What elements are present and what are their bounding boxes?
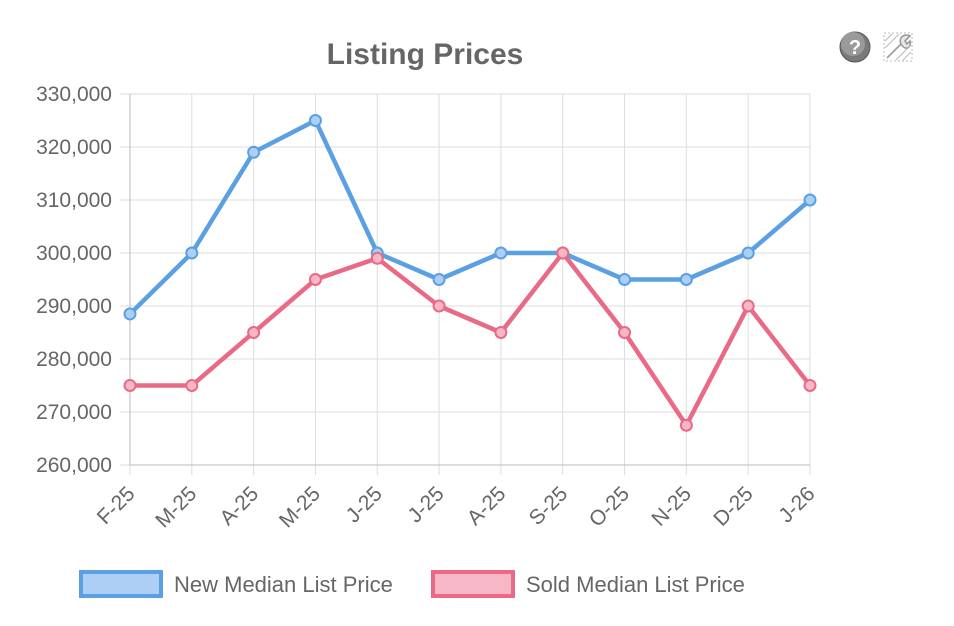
x-tick-label: O-25 [585, 482, 634, 531]
data-point[interactable] [185, 246, 199, 260]
x-tick-label: N-25 [647, 482, 695, 530]
y-tick-label: 260,000 [36, 454, 112, 477]
data-point[interactable] [432, 273, 446, 286]
legend-label: Sold Median List Price [526, 572, 745, 597]
help-icon[interactable]: ? [839, 31, 871, 63]
data-point[interactable] [247, 326, 261, 339]
series-2 [123, 246, 817, 432]
data-point[interactable] [494, 246, 508, 260]
svg-text:?: ? [849, 37, 861, 59]
legend: New Median List Price Sold Median List Pr… [79, 570, 745, 598]
data-point[interactable] [803, 379, 817, 392]
data-point[interactable] [741, 299, 755, 313]
grid [120, 93, 811, 475]
data-point[interactable] [308, 114, 322, 127]
y-axis-ticks: 260,000 270,000 280,000 290,000 300,000 310,0… [36, 83, 112, 477]
data-point[interactable] [618, 273, 632, 286]
data-point[interactable] [741, 246, 755, 260]
data-point[interactable] [494, 326, 508, 339]
data-point[interactable] [185, 379, 199, 392]
wrench-icon[interactable] [883, 32, 913, 62]
x-tick-label: M-25 [275, 482, 325, 532]
data-point[interactable] [308, 273, 322, 286]
series-line [127, 118, 813, 317]
data-point[interactable] [679, 273, 693, 286]
data-point[interactable] [123, 307, 137, 321]
series-layer [123, 114, 817, 432]
legend-swatch [79, 570, 163, 598]
data-point[interactable] [679, 418, 693, 432]
x-tick-label: A-25 [463, 482, 511, 530]
y-tick-label: 280,000 [36, 348, 112, 371]
data-point[interactable] [618, 326, 632, 339]
series-line [127, 250, 813, 428]
data-point[interactable] [803, 193, 817, 207]
x-tick-label: M-25 [151, 482, 201, 532]
y-tick-label: 290,000 [36, 295, 112, 318]
x-tick-label: F-25 [93, 482, 140, 529]
y-tick-label: 270,000 [36, 401, 112, 424]
chart-title: Listing Prices [327, 38, 524, 71]
data-point[interactable] [432, 299, 446, 313]
legend-item[interactable]: Sold Median List Price [431, 570, 745, 598]
data-point[interactable] [556, 246, 570, 260]
x-tick-label: D-25 [709, 482, 757, 530]
y-tick-label: 320,000 [36, 136, 112, 159]
x-axis-ticks: F-25 M-25 A-25 M-25 J-25 J-25 A-25 S-25 O-25 N-25… [93, 482, 820, 532]
y-tick-label: 300,000 [36, 242, 112, 265]
data-point[interactable] [247, 145, 261, 159]
data-point[interactable] [370, 251, 384, 265]
x-tick-label: J-25 [403, 482, 448, 527]
x-tick-label: S-25 [525, 482, 573, 530]
legend-item[interactable]: New Median List Price [79, 570, 393, 598]
y-tick-label: 330,000 [36, 83, 112, 106]
x-tick-label: J-26 [774, 482, 819, 527]
legend-swatch [431, 570, 515, 598]
x-tick-label: A-25 [216, 482, 264, 530]
x-tick-label: J-25 [342, 482, 387, 527]
series-1 [123, 114, 817, 321]
legend-label: New Median List Price [174, 572, 393, 597]
y-tick-label: 310,000 [36, 189, 112, 212]
data-point[interactable] [123, 379, 137, 392]
